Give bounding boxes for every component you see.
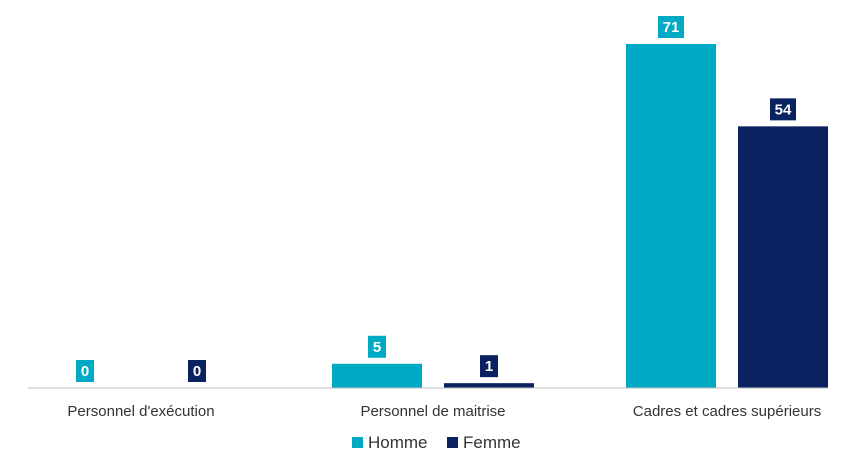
bar-femme-2: [738, 126, 828, 388]
data-label-bg: [658, 16, 684, 38]
legend-label-homme: Homme: [368, 433, 428, 452]
data-label-bg: [188, 360, 206, 382]
bars-group: [332, 44, 828, 388]
data-label-bg: [368, 335, 386, 358]
data-label-femme-1: 1: [485, 358, 493, 375]
legend-swatch-homme: [352, 437, 363, 448]
x-tick-label: Personnel d'exécution: [67, 403, 214, 420]
bar-homme-2: [626, 44, 716, 388]
data-label-bg: [770, 98, 796, 121]
bar-femme-1: [444, 383, 534, 388]
legend: Homme Femme: [352, 433, 521, 452]
data-label-bg: [76, 360, 94, 382]
data-labels-group: 0 0 5 1 71 54: [76, 16, 796, 382]
bar-homme-1: [332, 363, 422, 388]
data-label-bg: [480, 355, 498, 378]
data-label-homme-0: 0: [81, 363, 89, 380]
data-label-femme-0: 0: [193, 363, 201, 380]
data-label-homme-2: 71: [663, 19, 680, 36]
x-tick-labels: Personnel d'exécution Personnel de maitri…: [67, 403, 821, 420]
x-tick-label: Cadres et cadres supérieurs: [633, 403, 821, 420]
legend-swatch-femme: [447, 437, 458, 448]
legend-label-femme: Femme: [463, 433, 521, 452]
data-label-homme-1: 5: [373, 339, 381, 356]
data-label-femme-2: 54: [775, 101, 792, 118]
x-tick-label: Personnel de maitrise: [360, 403, 505, 420]
